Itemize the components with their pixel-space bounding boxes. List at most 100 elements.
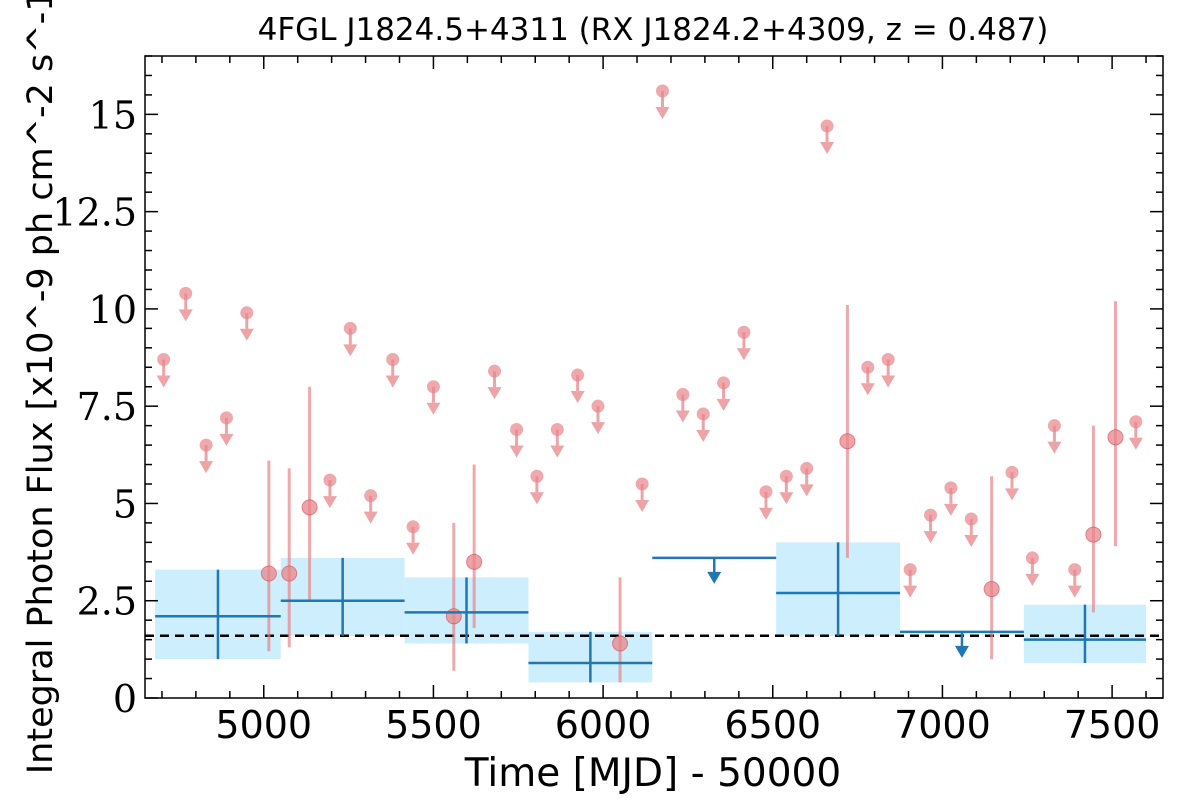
upper-limit-marker: [179, 286, 193, 300]
y-tick-label: 12.5: [52, 191, 137, 235]
long-bin-detection: [155, 569, 281, 660]
upper-limit-marker: [364, 489, 378, 503]
upper-limit-arrowhead: [1025, 573, 1040, 586]
upper-limit-arrowhead: [943, 503, 958, 516]
short-bin-upper-limit: [635, 477, 650, 512]
short-bin-upper-limit: [675, 388, 690, 423]
detection-marker: [281, 565, 298, 582]
short-bin-upper-limit: [820, 119, 835, 155]
upper-limit-marker: [343, 321, 357, 335]
short-bin-upper-limit: [923, 508, 938, 544]
upper-limit-marker: [488, 364, 502, 378]
short-bin-detection: [260, 460, 277, 652]
detection-marker: [260, 565, 277, 582]
short-bin-upper-limit: [199, 438, 214, 474]
long-bin-detection: [1023, 604, 1147, 663]
upper-limit-arrowhead: [529, 492, 544, 505]
upper-limit-marker: [157, 352, 171, 366]
upper-limit-arrowhead: [178, 309, 193, 322]
short-bin-upper-limit: [1067, 563, 1082, 598]
long-bin-upper-limit: [900, 630, 1024, 658]
short-bin-detection: [281, 468, 298, 648]
upper-limit-marker: [386, 352, 400, 366]
x-tick-label: 7500: [1064, 703, 1161, 747]
upper-limit-arrowhead: [199, 461, 214, 474]
upper-limit-arrowhead: [550, 445, 565, 458]
upper-limit-marker: [1005, 465, 1019, 479]
x-axis-label: Time [MJD] - 50000: [464, 751, 841, 796]
upper-limit-arrowhead: [758, 507, 773, 520]
detection-marker: [466, 553, 483, 570]
upper-limit-marker: [861, 360, 875, 374]
short-bin-upper-limit: [903, 563, 918, 598]
upper-limit-marker: [737, 325, 751, 339]
upper-limit-marker: [323, 473, 337, 487]
short-bin-detection: [983, 476, 1000, 660]
short-bin-upper-limit: [1128, 415, 1143, 450]
upper-limit-arrowhead: [570, 391, 585, 404]
upper-limit-marker: [1068, 563, 1082, 577]
upper-limit-marker: [779, 469, 793, 483]
upper-limit-marker: [635, 477, 649, 491]
upper-limit-arrowhead: [799, 484, 814, 497]
short-bin-upper-limit: [426, 380, 441, 415]
long-bin-detection: [776, 542, 901, 636]
x-tick-label: 7000: [894, 703, 991, 747]
short-bin-upper-limit: [779, 469, 794, 505]
short-bin-detection: [301, 386, 318, 601]
short-bin-upper-limit: [964, 512, 979, 548]
short-bin-upper-limit: [1047, 419, 1062, 454]
short-bin-upper-limit: [758, 485, 773, 520]
upper-limit-marker: [881, 352, 895, 366]
long-bin-detection: [528, 631, 653, 683]
upper-limit-marker: [944, 481, 958, 495]
chart-title: 4FGL J1824.5+4311 (RX J1824.2+4309, z = …: [258, 12, 1049, 48]
y-tick-label: 7.5: [77, 385, 137, 429]
y-tick-label: 15: [89, 93, 137, 137]
short-bin-upper-limit: [570, 368, 585, 404]
upper-limit-marker: [820, 119, 834, 133]
short-bin-detection: [1107, 301, 1124, 547]
upper-limit-arrowhead: [591, 422, 606, 435]
short-bin-upper-limit: [1025, 551, 1040, 586]
detection-marker: [1085, 526, 1102, 543]
short-bin-upper-limit: [860, 360, 875, 396]
short-bin-upper-limit: [239, 306, 254, 341]
upper-limit-marker: [1047, 419, 1061, 433]
upper-limit-arrowhead: [635, 500, 650, 512]
upper-limit-arrowhead: [779, 492, 794, 505]
upper-limit-arrowhead: [426, 402, 441, 415]
upper-limit-arrowhead: [1067, 585, 1082, 598]
upper-limit-marker: [717, 376, 731, 390]
short-bin-upper-limit: [591, 399, 606, 435]
upper-limit-arrowhead: [363, 511, 378, 524]
upper-limit-arrowhead: [964, 535, 979, 548]
upper-limit-arrowhead: [923, 531, 938, 544]
upper-limit-marker: [426, 380, 440, 394]
detection-marker: [1107, 429, 1124, 446]
upper-limit-arrowhead: [696, 429, 711, 442]
upper-limit-arrowhead: [820, 142, 835, 155]
upper-limit-arrowhead: [1004, 488, 1019, 501]
upper-limit-marker: [510, 423, 524, 437]
upper-limit-arrowhead: [736, 348, 751, 361]
detection-marker: [983, 581, 1000, 598]
plot-content: [145, 84, 1163, 683]
short-bin-detection: [839, 305, 856, 558]
detection-marker: [839, 433, 856, 450]
upper-limit-arrowhead: [487, 387, 502, 400]
upper-limit-marker: [406, 520, 420, 534]
short-bin-upper-limit: [219, 411, 234, 446]
upper-limit-arrowhead: [675, 410, 690, 423]
x-tick-label: 6000: [555, 703, 652, 747]
detection-marker: [612, 635, 629, 652]
short-bin-upper-limit: [881, 352, 896, 388]
axis-ticks: 5000 5500 6000 6500 7000 7500 0 2.5 5 7.5 10 12.5 15: [52, 55, 1163, 747]
upper-limit-marker: [199, 438, 213, 452]
upper-limit-marker: [676, 388, 690, 402]
upper-limit-marker: [550, 423, 564, 437]
y-tick-label: 0: [113, 677, 137, 721]
short-bin-upper-limit: [363, 489, 378, 524]
plot-frame: [144, 55, 1164, 699]
